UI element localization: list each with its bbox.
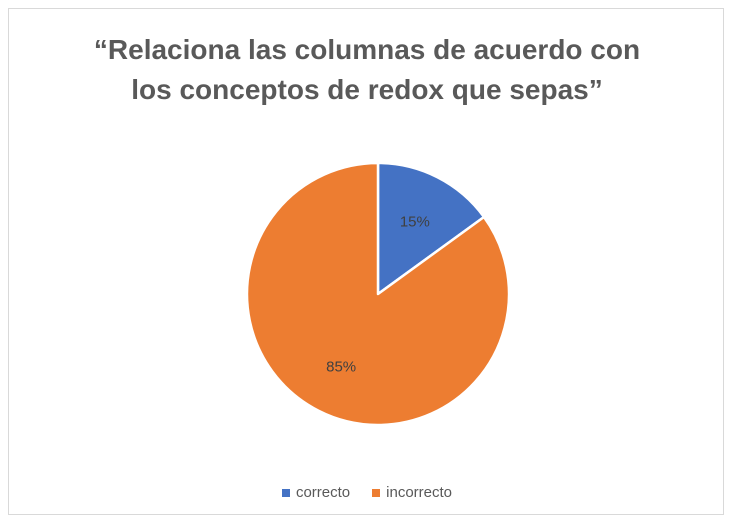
legend-label-incorrecto: incorrecto — [386, 484, 453, 501]
legend-item-correcto: correcto — [281, 484, 351, 501]
pie-slice-incorrecto — [245, 161, 511, 427]
data-label-incorrecto: 85% — [326, 358, 356, 375]
data-label-correcto: 15% — [400, 214, 430, 231]
chart-legend: correcto incorrecto — [0, 484, 734, 501]
legend-swatch-incorrecto — [372, 488, 381, 497]
legend-swatch-correcto — [281, 488, 290, 497]
legend-label-correcto: correcto — [295, 484, 351, 501]
legend-item-incorrecto: incorrecto — [372, 484, 452, 501]
chart-title-line-1: “Relaciona las columnas de acuerdo con — [93, 34, 641, 65]
chart-title-line-2: los conceptos de redox que sepas” — [131, 74, 603, 105]
pie-slice-correcto — [376, 161, 486, 296]
chart-title: “Relaciona las columnas de acuerdo con l… — [0, 30, 734, 110]
